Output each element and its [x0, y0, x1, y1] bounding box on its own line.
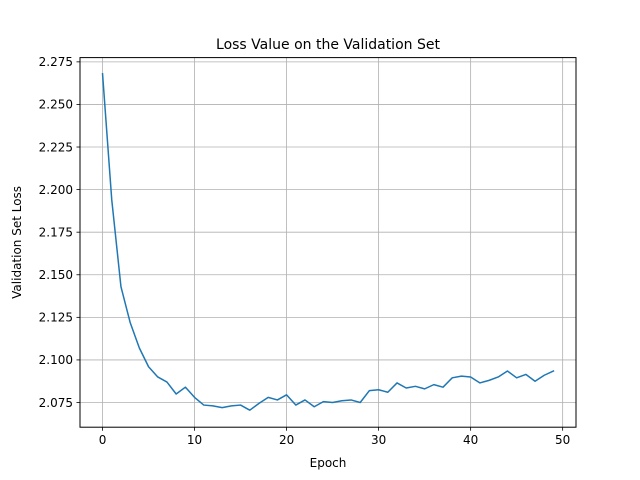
x-tick-label: 40	[463, 433, 478, 447]
y-tick-label: 2.100	[39, 353, 73, 367]
x-tick-label: 20	[279, 433, 294, 447]
y-tick-label: 2.075	[39, 396, 73, 410]
x-tick-label: 0	[99, 433, 107, 447]
grid	[80, 57, 576, 428]
x-tick-label: 30	[371, 433, 386, 447]
plot-frame	[79, 57, 577, 428]
y-tick-label: 2.125	[39, 311, 73, 325]
y-tick-label: 2.150	[39, 268, 73, 282]
y-tick-label: 2.200	[39, 183, 73, 197]
y-axis-label: Validation Set Loss	[10, 186, 24, 299]
series-layer	[101, 72, 555, 411]
x-tick-label: 50	[555, 433, 570, 447]
y-tick-label: 2.250	[39, 98, 73, 112]
y-tick-label: 2.225	[39, 140, 73, 154]
validation-loss-line	[101, 72, 555, 411]
axis-ticks: 0 10 20 30 40 50 2.075 2.100 2.125 2.150 2.175 2.20…	[39, 55, 571, 447]
y-tick-label: 2.175	[39, 225, 73, 239]
x-tick-label: 10	[187, 433, 202, 447]
x-axis-label: Epoch	[310, 456, 347, 470]
chart-title: Loss Value on the Validation Set	[216, 37, 440, 53]
y-tick-label: 2.275	[39, 55, 73, 69]
